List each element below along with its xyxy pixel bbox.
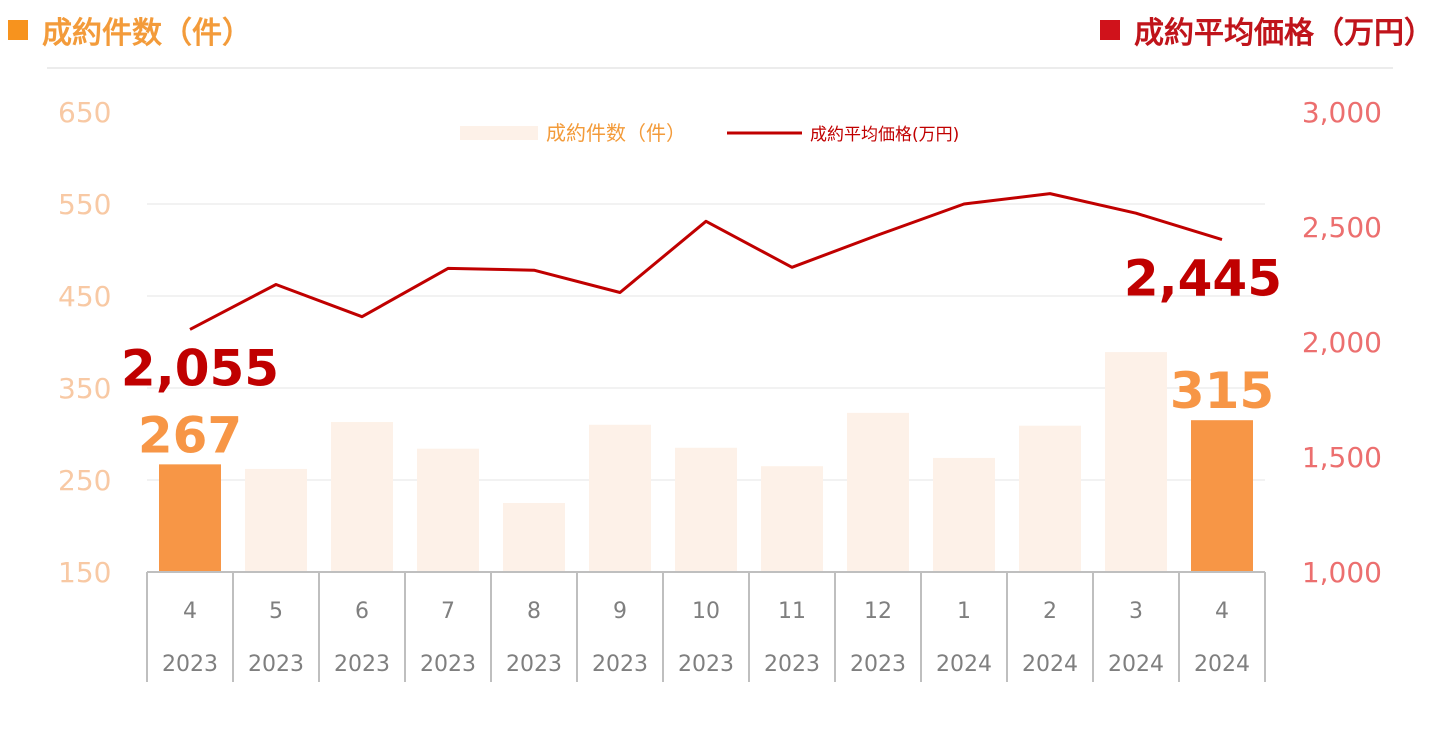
right-tick-label: 3,000 xyxy=(1302,96,1382,129)
bar xyxy=(847,412,909,572)
x-tick-year: 2023 xyxy=(592,652,648,677)
data-label: 2,445 xyxy=(1124,250,1282,308)
legend-bar-swatch xyxy=(460,126,538,140)
left-axis-title: 成約件数（件） xyxy=(8,8,252,52)
left-tick-label: 450 xyxy=(58,280,111,313)
x-tick-year: 2023 xyxy=(162,652,218,677)
x-tick-month: 11 xyxy=(778,599,806,624)
x-tick-year: 2023 xyxy=(420,652,476,677)
x-tick-year: 2023 xyxy=(506,652,562,677)
right-tick-label: 2,500 xyxy=(1302,211,1382,244)
x-tick-year: 2024 xyxy=(1022,652,1078,677)
right-legend-square-icon xyxy=(1100,20,1120,40)
price-line xyxy=(189,192,1223,331)
x-tick-month: 1 xyxy=(957,599,971,624)
x-tick-month: 6 xyxy=(355,599,369,624)
x-tick-year: 2023 xyxy=(850,652,906,677)
x-tick-month: 4 xyxy=(183,599,197,624)
x-tick-month: 4 xyxy=(1215,599,1229,624)
x-tick-month: 7 xyxy=(441,599,455,624)
x-tick-month: 5 xyxy=(269,599,283,624)
bar xyxy=(159,464,221,572)
x-tick-year: 2023 xyxy=(678,652,734,677)
bar xyxy=(589,424,651,572)
bar xyxy=(675,447,737,572)
data-label: 267 xyxy=(138,406,242,464)
left-axis-title-text: 成約件数（件） xyxy=(42,16,252,51)
bar xyxy=(417,448,479,572)
x-tick-month: 9 xyxy=(613,599,627,624)
left-tick-label: 550 xyxy=(58,188,111,221)
x-tick-year: 2023 xyxy=(764,652,820,677)
data-label: 2,055 xyxy=(121,339,279,397)
bar xyxy=(1191,420,1253,572)
x-tick-month: 8 xyxy=(527,599,541,624)
x-tick-year: 2024 xyxy=(1194,652,1250,677)
x-tick-month: 3 xyxy=(1129,599,1143,624)
bar xyxy=(331,422,393,572)
x-tick-year: 2023 xyxy=(334,652,390,677)
x-tick-month: 10 xyxy=(692,599,720,624)
x-tick-month: 12 xyxy=(864,599,892,624)
left-legend-square-icon xyxy=(8,20,28,40)
data-label: 315 xyxy=(1170,362,1274,420)
left-tick-label: 350 xyxy=(58,372,111,405)
right-tick-label: 1,000 xyxy=(1302,556,1382,589)
legend-bar-label: 成約件数（件） xyxy=(546,121,686,145)
bar xyxy=(933,457,995,572)
legend-line-label: 成約平均価格(万円) xyxy=(810,125,959,145)
bar xyxy=(503,503,565,572)
x-tick-month: 2 xyxy=(1043,599,1057,624)
left-tick-label: 250 xyxy=(58,464,111,497)
left-tick-label: 650 xyxy=(58,96,111,129)
right-axis-title-text: 成約平均価格（万円） xyxy=(1134,16,1434,51)
bar xyxy=(761,466,823,572)
x-tick-year: 2023 xyxy=(248,652,304,677)
bar xyxy=(245,468,307,572)
left-tick-label: 150 xyxy=(58,556,111,589)
bar xyxy=(1105,352,1167,572)
x-tick-year: 2024 xyxy=(1108,652,1164,677)
right-tick-label: 1,500 xyxy=(1302,441,1382,474)
right-tick-label: 2,000 xyxy=(1302,326,1382,359)
bar xyxy=(1019,425,1081,572)
x-tick-year: 2024 xyxy=(936,652,992,677)
right-axis-title: 成約平均価格（万円） xyxy=(1100,8,1434,52)
